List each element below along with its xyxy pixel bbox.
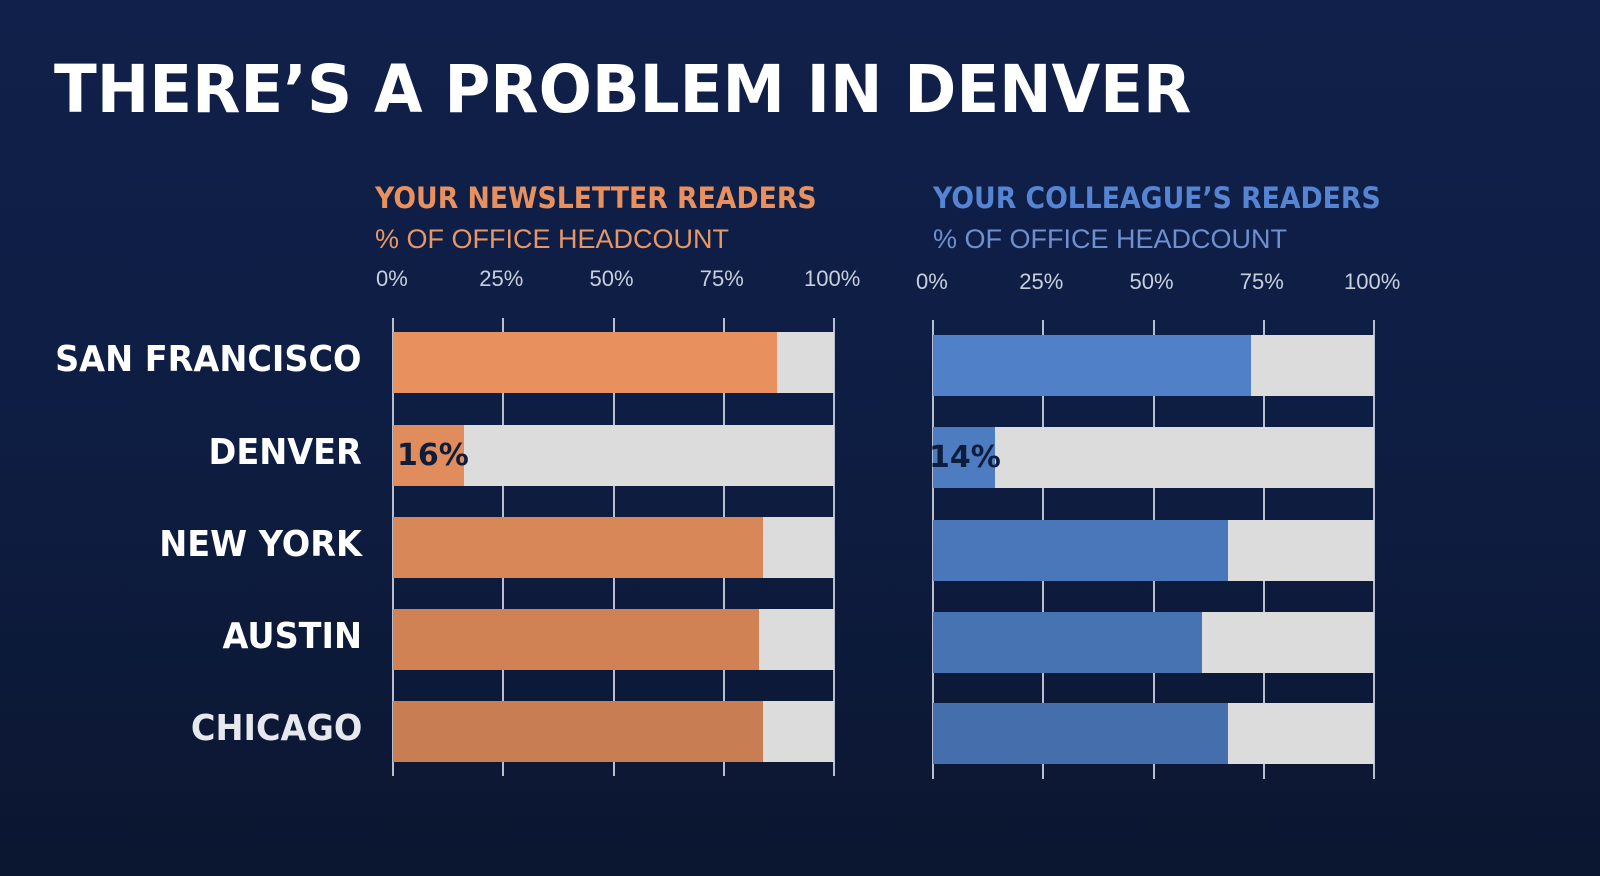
panel-title: YOUR NEWSLETTER READERS <box>375 181 817 215</box>
bar-value-label: 14% <box>929 440 1001 475</box>
x-tick-label: 100% <box>804 266 861 291</box>
bar-new-york <box>393 517 764 578</box>
bar-denver <box>393 425 464 486</box>
gridline <box>833 318 835 776</box>
bar-san-francisco <box>393 332 777 393</box>
x-tick-label: 75% <box>1239 269 1284 294</box>
bar-austin <box>393 609 760 670</box>
x-tick-label: 50% <box>1129 269 1174 294</box>
panel-title: YOUR COLLEAGUE’S READERS <box>933 181 1381 215</box>
x-tick-label: 75% <box>699 266 744 291</box>
bar-track <box>393 425 834 486</box>
category-label: AUSTIN <box>222 616 363 657</box>
x-tick-label: 0% <box>376 266 408 291</box>
category-label: SAN FRANCISCO <box>55 339 362 380</box>
category-label: DENVER <box>208 432 362 473</box>
panel-subtitle: % OF OFFICE HEADCOUNT <box>375 224 730 254</box>
bar-new-york <box>933 520 1229 581</box>
x-tick-label: 25% <box>479 266 524 291</box>
category-label: CHICAGO <box>190 708 362 749</box>
x-tick-label: 50% <box>589 266 634 291</box>
panel-subtitle: % OF OFFICE HEADCOUNT <box>933 224 1288 254</box>
x-tick-label: 0% <box>916 269 948 294</box>
category-label: NEW YORK <box>159 524 362 565</box>
x-tick-label: 100% <box>1344 269 1401 294</box>
bar-austin <box>933 612 1202 673</box>
bar-chicago <box>393 701 764 762</box>
bar-value-label: 16% <box>397 438 469 473</box>
bar-denver <box>933 427 995 488</box>
slide-title: THERE’S A PROBLEM IN DENVER <box>54 51 1192 128</box>
bar-track <box>933 427 1374 488</box>
gridline <box>1373 320 1375 779</box>
bar-san-francisco <box>933 335 1251 396</box>
x-tick-label: 25% <box>1019 269 1064 294</box>
bar-chicago <box>933 703 1229 764</box>
